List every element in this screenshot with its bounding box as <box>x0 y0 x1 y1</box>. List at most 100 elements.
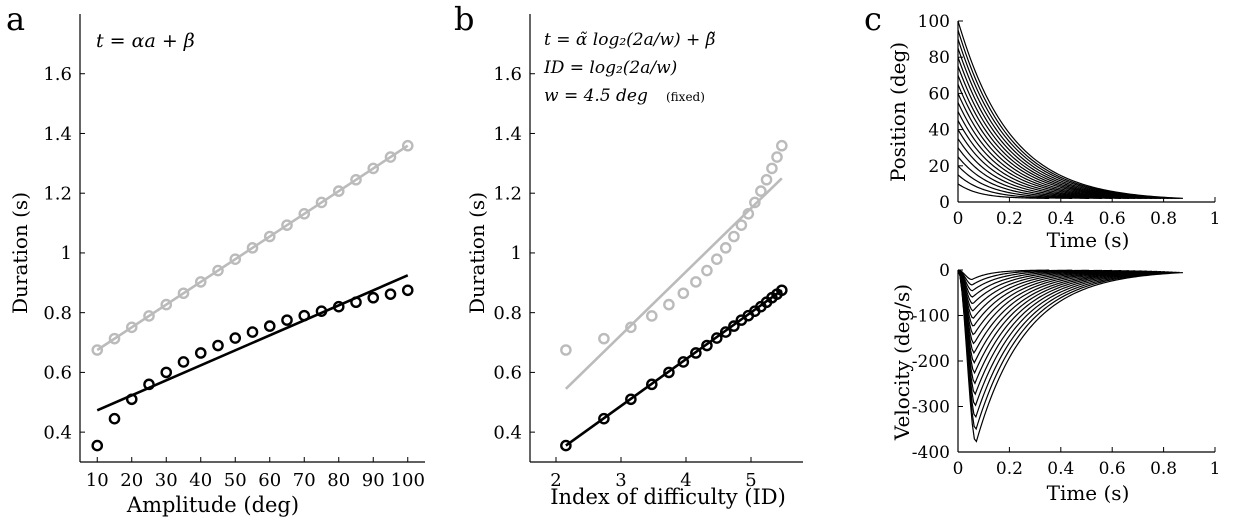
data-point-black <box>332 300 345 313</box>
fit-line-gray <box>564 177 783 390</box>
y-tick-label: -300 <box>912 397 950 417</box>
data-point-gray <box>719 242 732 254</box>
velocity-curve <box>957 269 1180 431</box>
data-point-gray <box>350 173 362 186</box>
data-point-black <box>246 326 259 338</box>
x-tick-label: 60 <box>258 470 281 491</box>
velocity-curve <box>957 269 1153 355</box>
data-point-gray <box>701 264 713 277</box>
velocity-curve <box>957 269 1165 385</box>
data-point-black <box>401 284 414 297</box>
data-point-black <box>177 356 190 368</box>
data-point-gray <box>332 185 345 197</box>
x-tick-label: 0.6 <box>1099 459 1126 479</box>
data-point-black <box>281 314 293 326</box>
y-tick-label: 1.4 <box>493 124 522 145</box>
velocity-curve <box>957 269 1183 443</box>
y-tick-label: 80 <box>928 48 950 68</box>
y-tick-label: 0.6 <box>43 363 72 384</box>
data-point-gray <box>401 139 414 152</box>
velocity-curve <box>957 269 1162 375</box>
y-tick-label: 0.8 <box>43 303 72 324</box>
data-point-black <box>108 412 121 425</box>
data-point-gray <box>281 219 293 231</box>
data-point-black <box>194 347 207 359</box>
x-tick-label: 0.6 <box>1099 209 1126 229</box>
x-tick-label: 3 <box>615 470 626 491</box>
y-tick-label: 0.8 <box>493 303 522 324</box>
data-point-black <box>701 339 713 352</box>
data-point-gray <box>742 208 755 220</box>
x-tick-label: 0 <box>953 459 964 479</box>
y-tick-label: 1 <box>511 243 522 264</box>
x-tick-label: 0.2 <box>996 209 1023 229</box>
data-point-black <box>711 332 723 344</box>
data-point-gray <box>711 253 723 266</box>
panel-c-bottom-xlabel: Time (s) <box>1047 481 1130 505</box>
data-point-black <box>212 339 224 352</box>
panel-b-formula-note: (fixed) <box>666 90 705 104</box>
y-tick-label: 1.6 <box>43 64 72 85</box>
x-tick-label: 0.2 <box>996 459 1023 479</box>
position-curve <box>957 66 1165 199</box>
data-point-gray <box>771 151 783 163</box>
y-tick-label: 0 <box>939 193 950 213</box>
position-curve <box>957 183 1050 199</box>
data-point-gray <box>690 276 702 288</box>
panel-c-position-vs-time: c Position (deg) Time (s) 0 0.2 0.4 0.6 0.8 1… <box>864 0 1220 252</box>
y-tick-label: 1.4 <box>43 124 72 145</box>
panel-letter-a: a <box>6 0 25 38</box>
data-point-gray <box>194 276 207 288</box>
data-point-gray <box>749 196 761 209</box>
data-point-gray <box>735 219 748 231</box>
y-tick-label: 0.4 <box>43 422 72 443</box>
panel-c-top-ylabel: Position (deg) <box>886 42 910 182</box>
x-tick-label: 0.8 <box>1150 209 1177 229</box>
y-tick-label: 100 <box>918 12 950 32</box>
panel-letter-b: b <box>454 0 474 38</box>
position-curve <box>957 174 1073 199</box>
x-tick-label: 20 <box>120 470 143 491</box>
data-point-gray <box>91 344 104 356</box>
data-point-black <box>663 366 675 379</box>
x-tick-label: 0.4 <box>1047 459 1074 479</box>
data-point-gray <box>125 321 138 334</box>
data-point-gray <box>246 242 259 254</box>
y-tick-label: 0.6 <box>493 363 522 384</box>
x-tick-label: 5 <box>745 470 756 491</box>
x-tick-label: 40 <box>189 470 212 491</box>
y-tick-label: -400 <box>912 443 950 463</box>
data-point-gray <box>646 310 658 322</box>
y-tick-label: 40 <box>928 121 950 141</box>
x-tick-label: 1 <box>1210 459 1221 479</box>
position-curve <box>957 29 1180 199</box>
data-point-black <box>125 393 138 406</box>
y-tick-label: 1.2 <box>43 184 72 205</box>
y-tick-label: 1.2 <box>493 184 522 205</box>
data-point-gray <box>177 287 190 300</box>
data-point-gray <box>663 298 675 311</box>
panel-c-velocity-vs-time: Velocity (deg/s) Time (s) 0 0.2 0.4 0.6 0.8 1… <box>890 261 1220 505</box>
y-tick-label: 1.6 <box>493 64 522 85</box>
data-point-black <box>384 288 397 300</box>
y-tick-label: 1 <box>61 243 72 264</box>
fit-line-gray <box>96 144 409 352</box>
data-point-gray <box>315 196 328 209</box>
data-point-black <box>690 347 702 359</box>
data-point-black <box>298 309 311 322</box>
panel-c-top-plot-area: 0 0.2 0.4 0.6 0.8 1 0 20 40 60 80 100 <box>918 12 1221 229</box>
y-tick-label: 20 <box>928 157 950 177</box>
x-tick-label: 0 <box>953 209 964 229</box>
data-point-gray <box>160 298 173 311</box>
panel-b-ylabel: Duration (s) <box>465 192 489 314</box>
data-point-black <box>263 320 276 332</box>
fit-line-black <box>96 274 409 412</box>
panel-b-xlabel: Index of difficulty (ID) <box>550 485 786 509</box>
data-point-gray <box>755 185 767 197</box>
x-tick-label: 30 <box>155 470 178 491</box>
panel-c-top-xlabel: Time (s) <box>1047 228 1130 252</box>
position-curve <box>957 20 1183 199</box>
data-point-black <box>229 332 242 344</box>
y-tick-label: 0.4 <box>493 422 522 443</box>
